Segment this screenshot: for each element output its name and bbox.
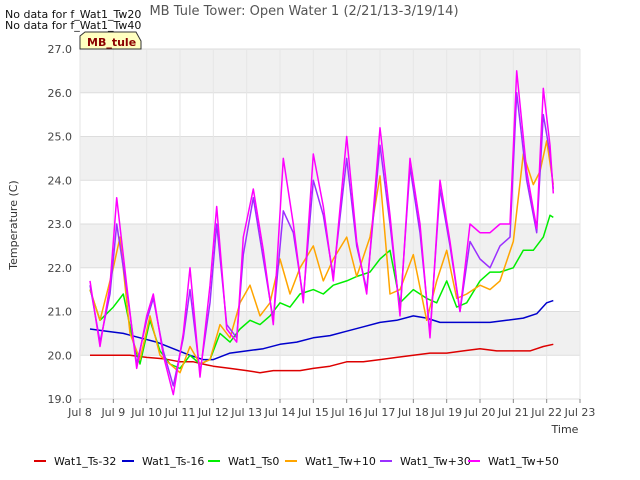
x-tick-label: Jul 16 [330,406,362,419]
legend-label: Wat1_Ts-32 [54,455,116,468]
y-tick-label: 23.0 [48,218,73,231]
x-tick-label: Jul 15 [297,406,329,419]
x-tick-label: Jul 14 [264,406,296,419]
y-tick-label: 21.0 [48,306,73,319]
x-tick-label: Jul 10 [130,406,162,419]
x-tick-label: Jul 18 [397,406,429,419]
x-tick-label: Jul 9 [100,406,125,419]
legend: Wat1_Ts-32 Wat1_Ts-16 Wat1_Ts0 Wat1_Tw+10 Wa… [34,455,559,468]
y-tick-label: 25.0 [48,131,73,144]
y-tick-label: 19.0 [48,393,73,406]
grid-band [80,136,580,181]
y-tick-label: 20.0 [48,349,73,362]
legend-label: Wat1_Tw+50 [488,455,559,468]
x-tick-label: Jul 23 [564,406,596,419]
grid-lines [79,48,581,403]
legend-label: Wat1_Ts0 [228,455,279,468]
no-data-note-2: No data for f_Wat1_Tw40 [5,19,141,32]
grid-bands [80,49,580,356]
x-tick-label: Jul 12 [197,406,229,419]
legend-label: Wat1_Tw+10 [305,455,376,468]
site-badge-label: MB_tule [87,36,136,49]
x-tick-label: Jul 20 [464,406,496,419]
series-line-wat1-tw-50 [89,70,555,396]
y-tick-label: 24.0 [48,174,73,187]
x-tick-label: Jul 22 [530,406,562,419]
site-badge: MB_tule [79,31,142,50]
x-tick-label: Jul 8 [67,406,92,419]
y-tick-label: 22.0 [48,262,73,275]
series-lines [89,70,555,396]
x-axis-label: Time [551,423,579,436]
y-tick-label: 26.0 [48,87,73,100]
x-tick-label: Jul 21 [497,406,529,419]
series-line-wat1-tw-30 [89,92,555,387]
x-tick-label: Jul 13 [230,406,262,419]
y-axis-label: Temperature (C) [7,180,20,270]
y-tick-labels: 19.0 20.0 21.0 22.0 23.0 24.0 25.0 26.0 27.0 [48,43,73,406]
x-tick-label: Jul 19 [430,406,462,419]
x-tick-label: Jul 17 [364,406,396,419]
x-tick-labels: Jul 8 Jul 9 Jul 10 Jul 11 Jul 12 Jul 13 Jul 14… [67,406,595,419]
series-line-wat1-ts-16 [89,299,554,361]
no-data-note-1: No data for f_Wat1_Tw20 [5,8,141,21]
y-tick-label: 27.0 [48,43,73,56]
legend-label: Wat1_Tw+30 [400,455,471,468]
legend-label: Wat1_Ts-16 [142,455,204,468]
grid-band [80,49,580,93]
x-tick-label: Jul 11 [164,406,196,419]
chart-title: MB Tule Tower: Open Water 1 (2/21/13-3/1… [149,4,458,19]
